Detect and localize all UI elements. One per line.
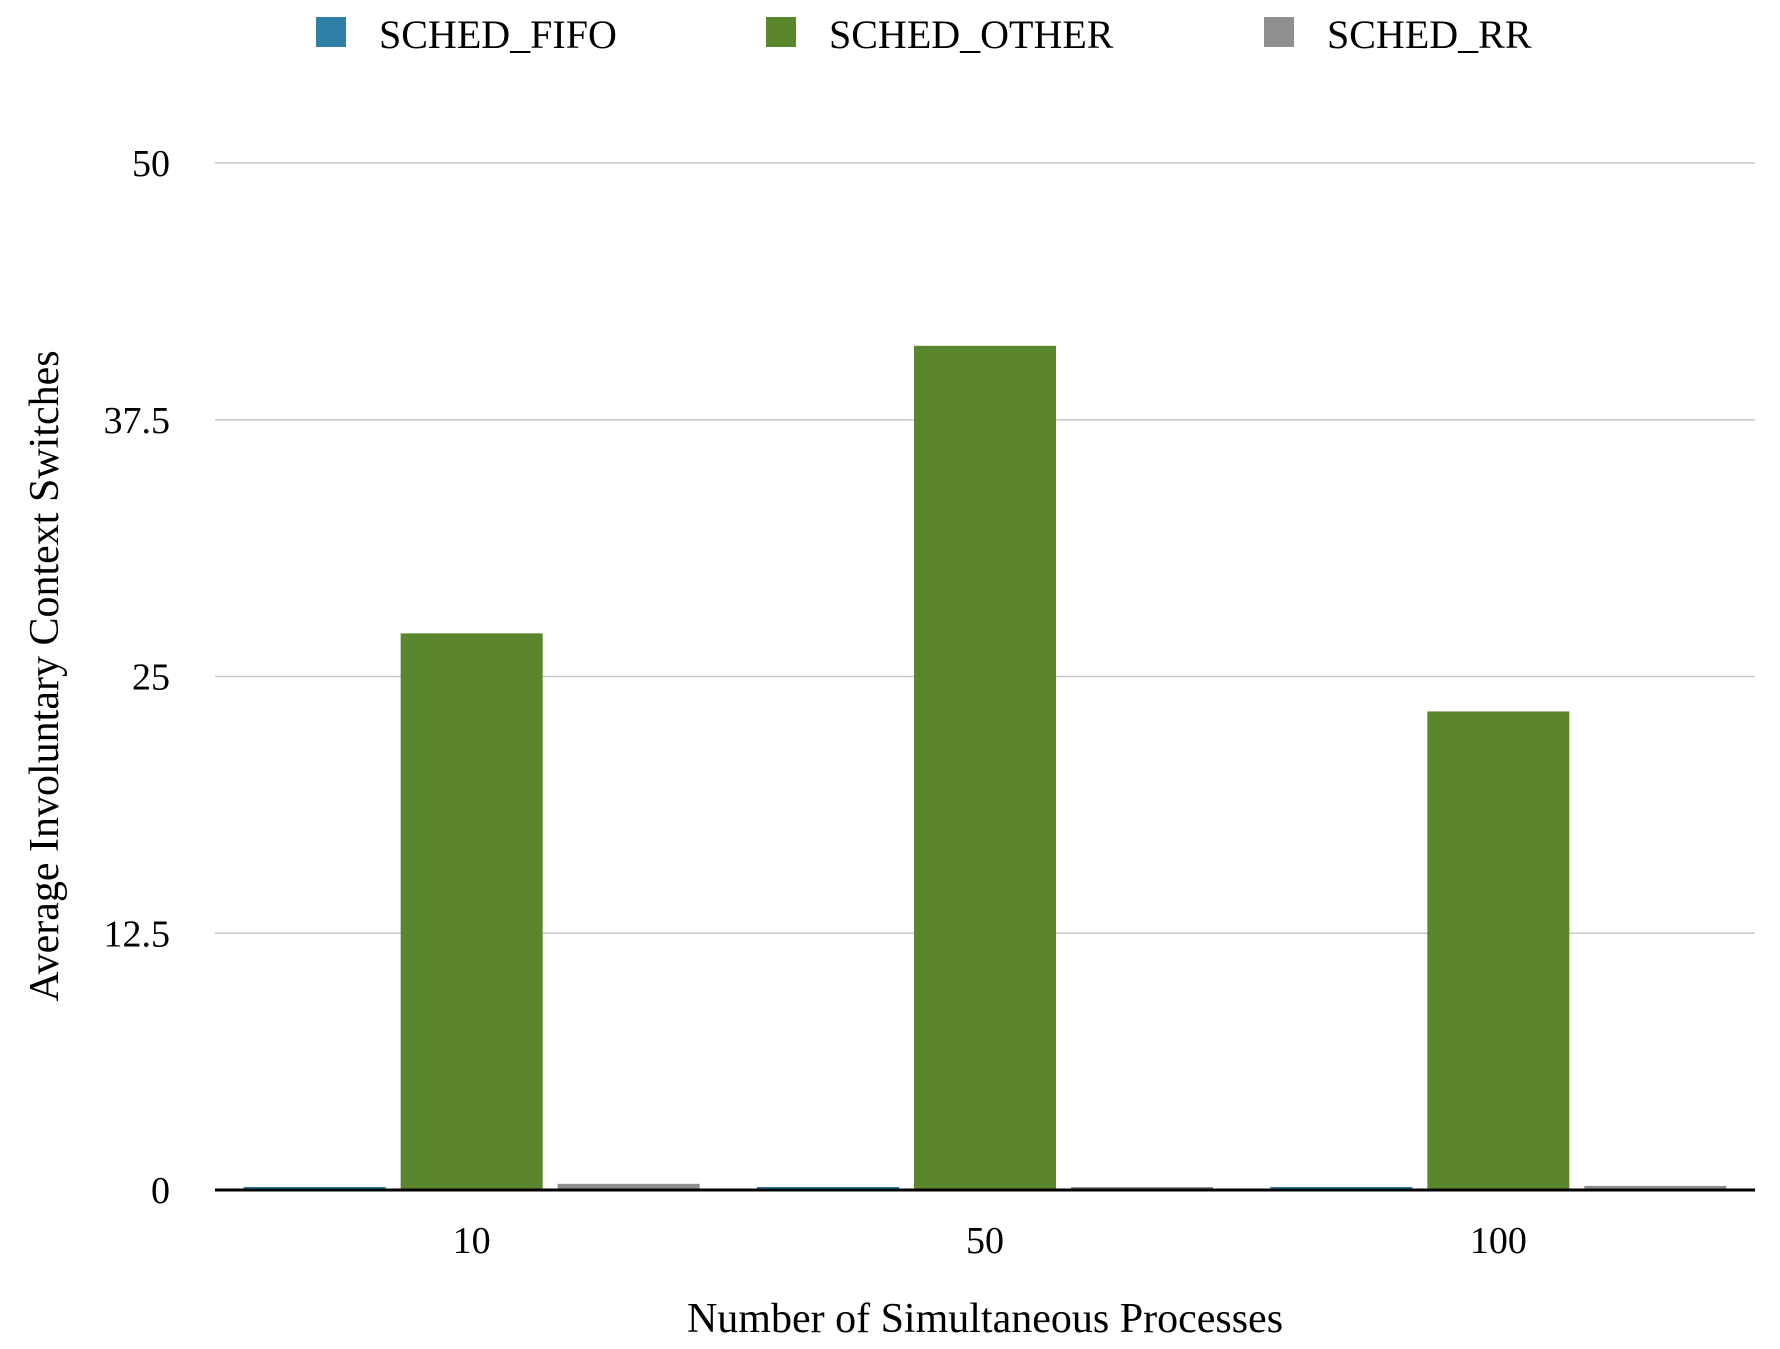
bar-sched-other-10	[400, 633, 543, 1190]
bar-sched-other-100	[1427, 711, 1570, 1190]
y-tick-label: 12.5	[104, 913, 171, 955]
x-tick-label: 100	[1470, 1220, 1527, 1262]
legend-swatch	[316, 17, 346, 47]
legend-item-sched-other: SCHED_OTHER	[766, 12, 1114, 57]
y-tick-label: 0	[151, 1170, 170, 1212]
bar-sched-rr-100	[1584, 1185, 1727, 1190]
legend-label: SCHED_OTHER	[829, 12, 1114, 57]
y-tick-label: 25	[132, 657, 170, 699]
legend-label: SCHED_RR	[1327, 12, 1532, 57]
bar-sched-fifo-50	[757, 1186, 899, 1190]
bar-sched-rr-10	[557, 1183, 700, 1190]
x-tick-labels: 10 50 100	[453, 1220, 1527, 1262]
legend-label: SCHED_FIFO	[379, 12, 617, 57]
bar-sched-fifo-10	[243, 1186, 386, 1190]
y-tick-labels: 0 12.5 25 37.5 50	[104, 143, 171, 1212]
x-tick-label: 10	[453, 1220, 491, 1262]
bar-sched-fifo-100	[1270, 1186, 1413, 1190]
bar-sched-other-50	[914, 345, 1056, 1190]
y-tick-label: 50	[132, 143, 170, 185]
x-axis-title: Number of Simultaneous Processes	[687, 1296, 1283, 1342]
legend: SCHED_FIFO SCHED_OTHER SCHED_RR	[316, 12, 1532, 57]
y-axis-title: Average Involuntary Context Switches	[22, 350, 68, 1001]
y-tick-label: 37.5	[104, 400, 171, 442]
x-tick-label: 50	[966, 1220, 1004, 1262]
legend-item-sched-rr: SCHED_RR	[1264, 12, 1532, 57]
bars	[243, 345, 1727, 1190]
legend-swatch	[766, 17, 796, 47]
legend-item-sched-fifo: SCHED_FIFO	[316, 12, 617, 57]
legend-swatch	[1264, 17, 1294, 47]
